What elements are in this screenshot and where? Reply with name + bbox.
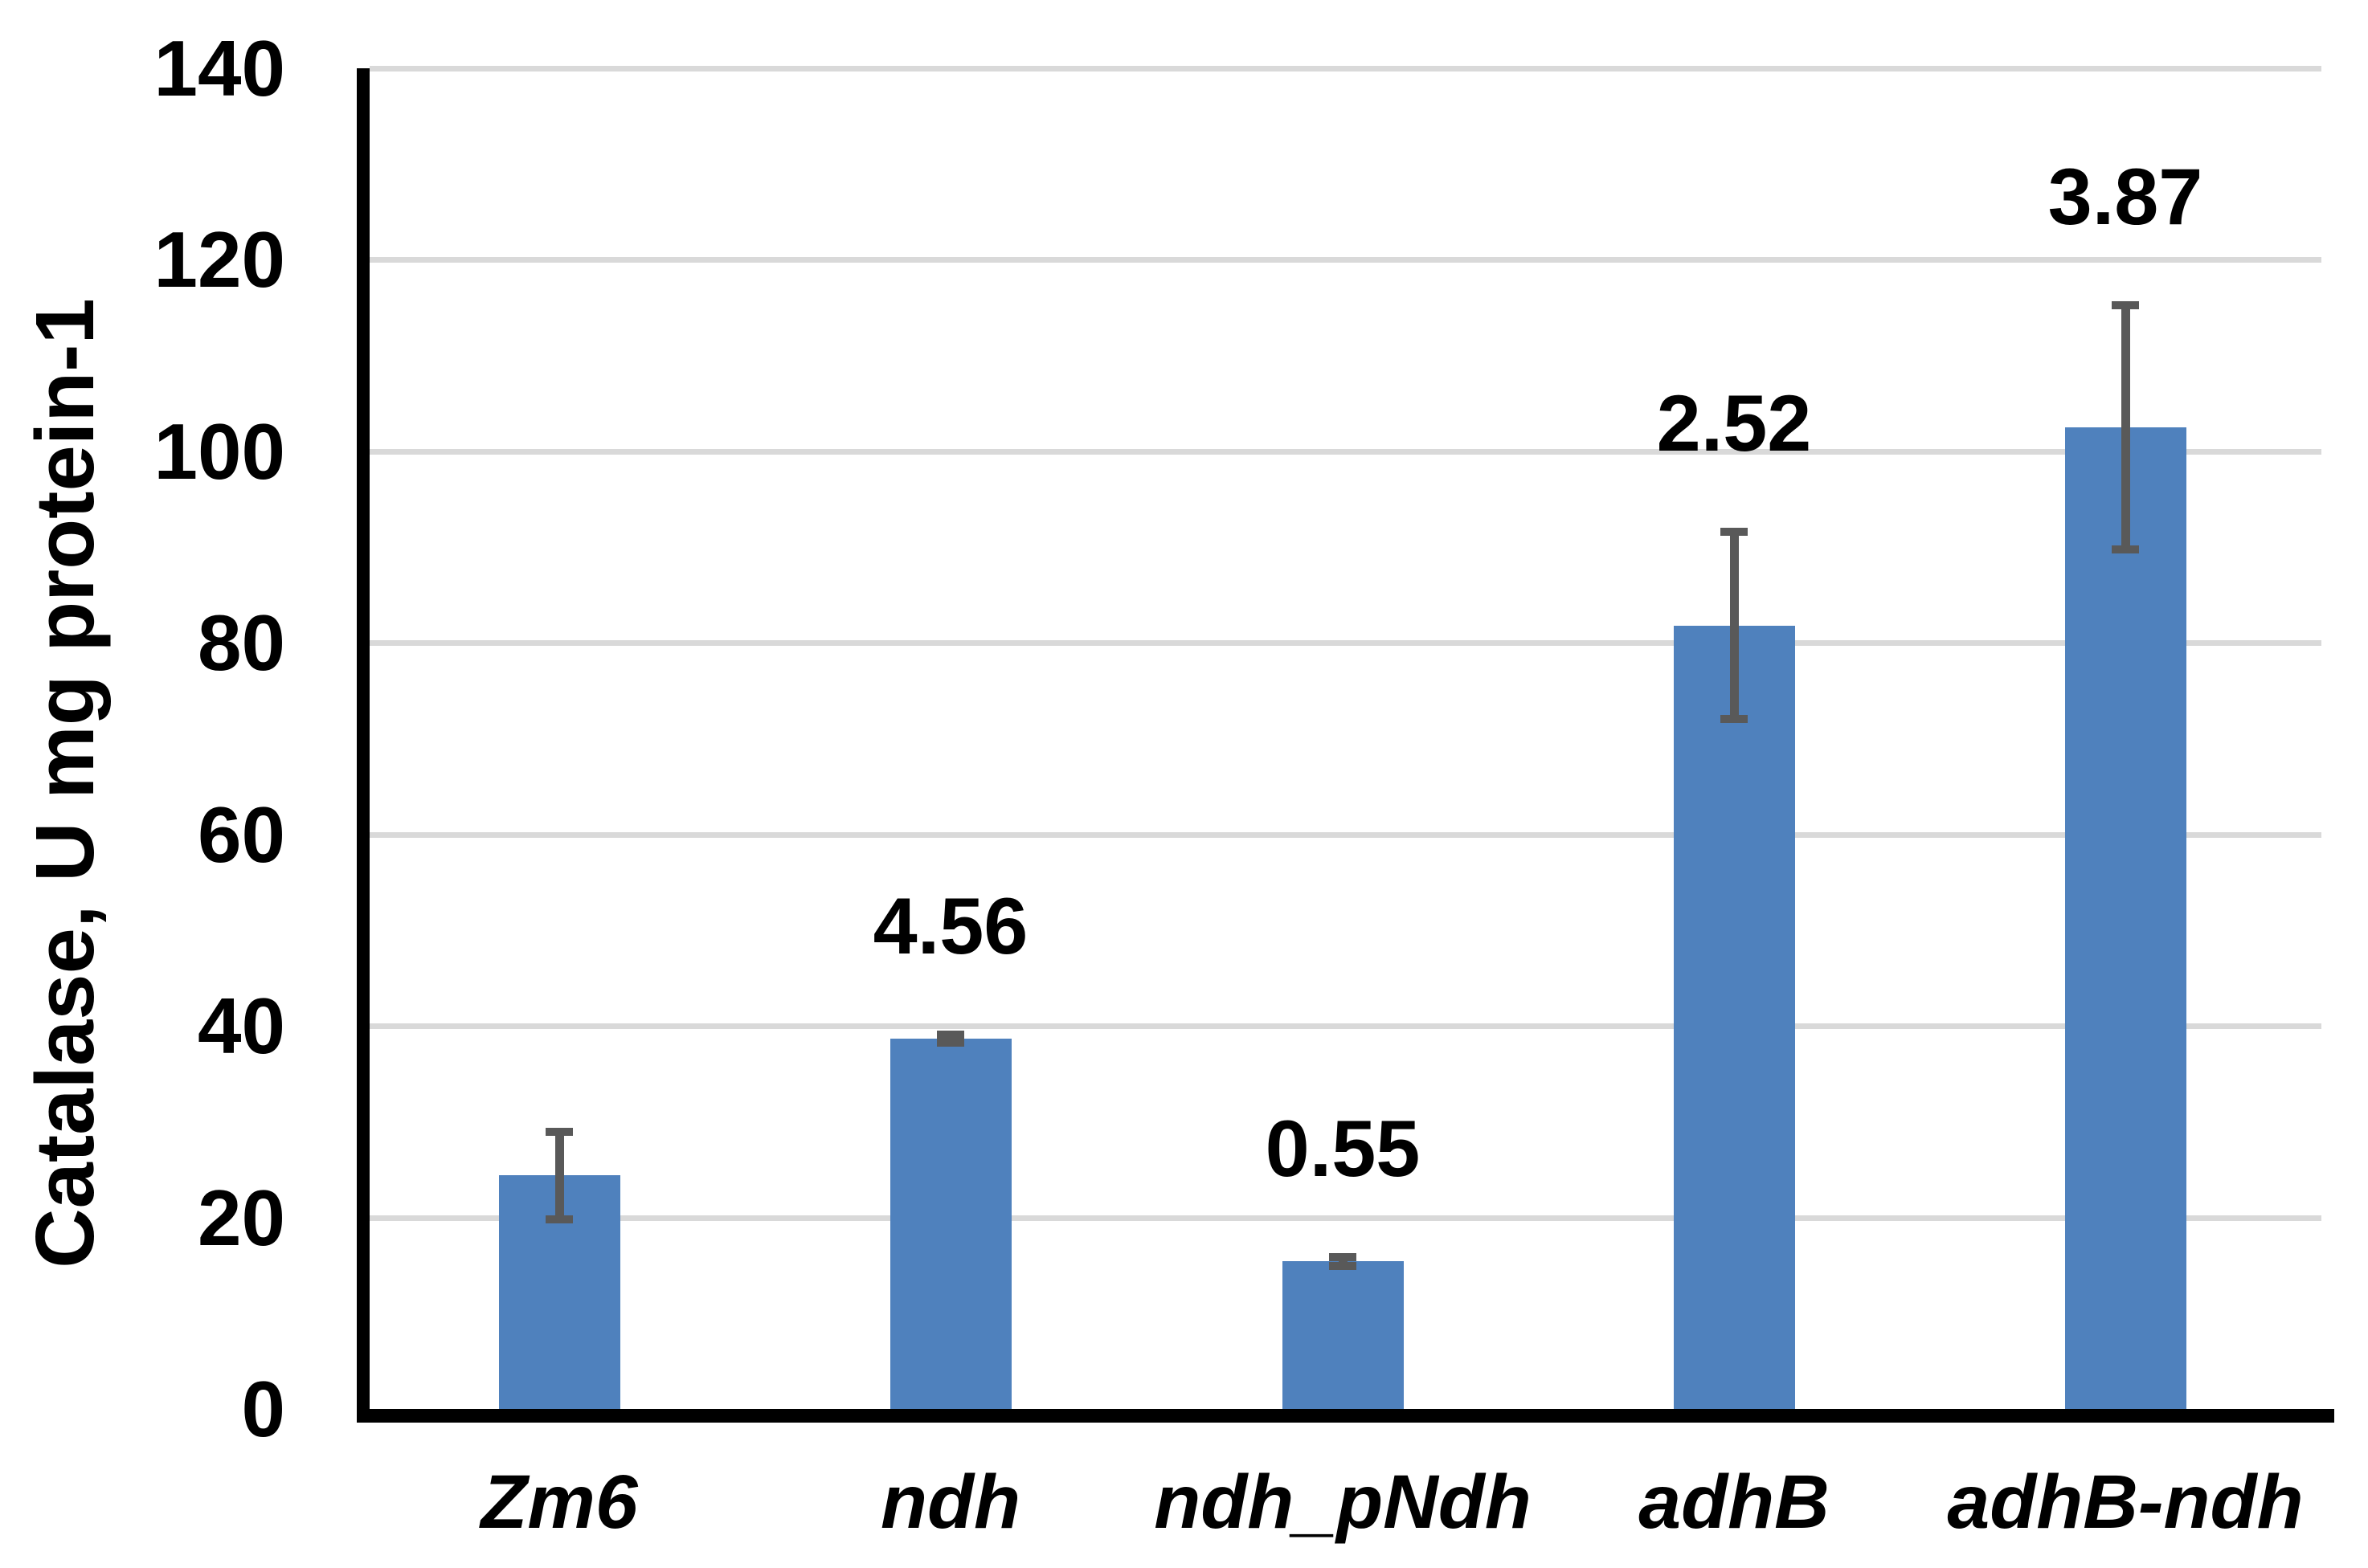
x-tick-label-Zm6: Zm6 — [481, 1460, 638, 1545]
bar-ndh — [890, 1039, 1012, 1409]
y-axis-line — [357, 68, 370, 1423]
value-label-adhB: 2.52 — [1656, 378, 1812, 468]
error-bar-top-cap-Zm6 — [546, 1128, 573, 1136]
y-tick-label-120: 120 — [153, 215, 285, 304]
y-tick-label-0: 0 — [241, 1365, 285, 1453]
gridline-y-80 — [370, 640, 2321, 646]
gridline-y-20 — [370, 1215, 2321, 1221]
gridline-y-120 — [370, 257, 2321, 263]
gridline-y-100 — [370, 449, 2321, 455]
gridline-y-140 — [370, 66, 2321, 71]
value-label-ndh_pNdh: 0.55 — [1265, 1104, 1421, 1193]
error-bar-bottom-cap-ndh_pNdh — [1329, 1262, 1356, 1270]
error-bar-top-cap-adhB — [1720, 528, 1748, 536]
error-bar-stem-adhB-ndh — [2121, 301, 2130, 553]
error-bar-bottom-cap-ndh — [937, 1039, 964, 1047]
y-tick-label-40: 40 — [197, 982, 285, 1070]
gridline-y-40 — [370, 1023, 2321, 1029]
bar-ndh_pNdh — [1282, 1261, 1404, 1409]
y-tick-label-140: 140 — [153, 24, 285, 112]
y-tick-label-80: 80 — [197, 598, 285, 687]
x-tick-label-adhB: adhB — [1638, 1460, 1830, 1545]
error-bar-top-cap-adhB-ndh — [2112, 301, 2139, 309]
y-tick-label-20: 20 — [197, 1174, 285, 1262]
x-axis-line — [357, 1409, 2334, 1423]
gridline-y-60 — [370, 832, 2321, 838]
error-bar-stem-Zm6 — [554, 1128, 564, 1223]
error-bar-stem-ndh_pNdh — [1338, 1253, 1348, 1270]
error-bar-bottom-cap-adhB — [1720, 715, 1748, 723]
error-bar-bottom-cap-Zm6 — [546, 1215, 573, 1223]
error-bar-bottom-cap-adhB-ndh — [2112, 545, 2139, 553]
x-tick-label-ndh_pNdh: ndh_pNdh — [1154, 1460, 1532, 1545]
y-tick-label-100: 100 — [153, 407, 285, 496]
error-bar-top-cap-ndh_pNdh — [1329, 1253, 1356, 1261]
bar-adhB — [1673, 626, 1795, 1409]
y-tick-label-60: 60 — [197, 790, 285, 879]
value-label-ndh: 4.56 — [873, 881, 1029, 970]
bar-adhB-ndh — [2064, 427, 2186, 1409]
value-label-adhB-ndh: 3.87 — [2047, 152, 2203, 241]
error-bar-top-cap-ndh — [937, 1031, 964, 1039]
error-bar-stem-adhB — [1729, 528, 1739, 723]
x-tick-label-ndh: ndh — [880, 1460, 1021, 1545]
x-tick-label-adhB-ndh: adhB-ndh — [1947, 1460, 2304, 1545]
